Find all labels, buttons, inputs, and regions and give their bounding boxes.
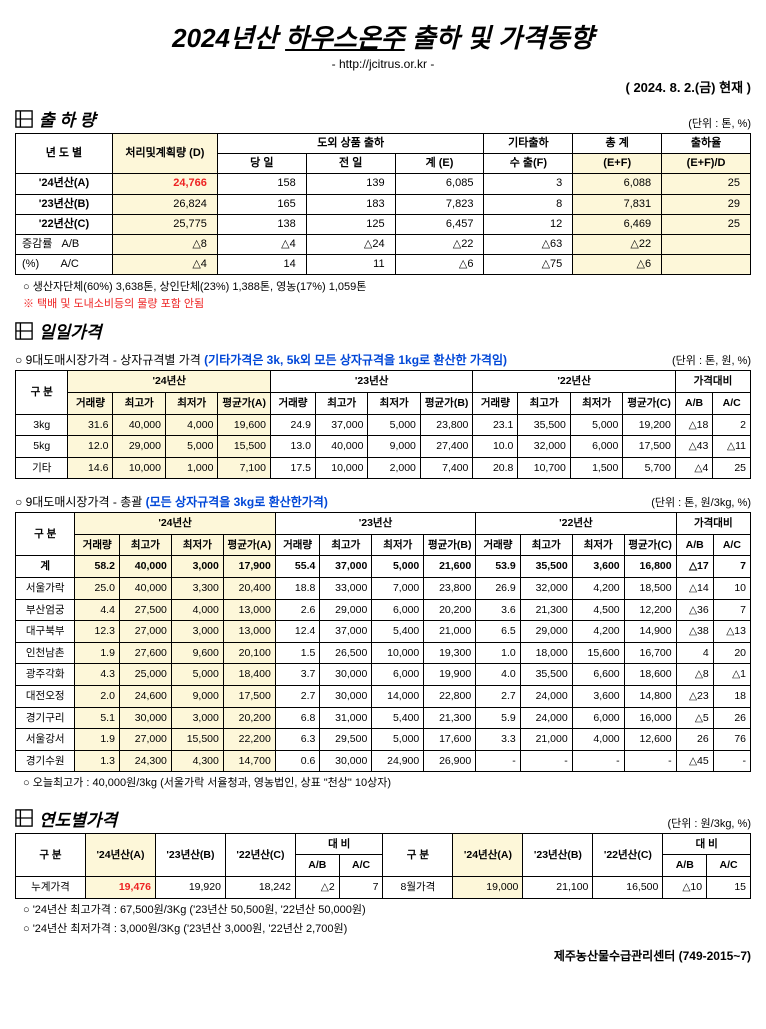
shipment-notes: ○ 생산자단체(60%) 3,638톤, 상인단체(23%) 1,388톤, 영… xyxy=(23,279,751,312)
table-row: 기타14.610,0001,0007,10017.510,0002,0007,4… xyxy=(16,457,751,479)
col-plan: 처리및계획량 (D) xyxy=(112,134,217,174)
col-yest: 전 일 xyxy=(306,154,395,174)
section-shipment-header: 출 하 량 xyxy=(15,106,95,131)
plan-val: 26,824 xyxy=(112,194,217,214)
col-year: 년 도 별 xyxy=(16,134,113,174)
row-label: 기타 xyxy=(16,457,68,479)
col-export: 수 출(F) xyxy=(484,154,573,174)
year-label: '24년산(A) xyxy=(16,174,113,194)
table-row: 경기구리5.130,0003,00020,2006.831,0005,40021… xyxy=(16,707,751,729)
table-row: 대구북부12.327,0003,00013,00012.437,0005,400… xyxy=(16,621,751,643)
row-label: 서울가락 xyxy=(16,578,75,600)
title-post: 출하 및 가격동향 xyxy=(405,23,594,53)
table-row: 서울가락25.040,0003,30020,40018.833,0007,000… xyxy=(16,578,751,600)
col-ef: (E+F) xyxy=(573,154,662,174)
row-label: 광주각화 xyxy=(16,664,75,686)
section-daily-header: 일일가격 xyxy=(15,318,751,343)
table-row: 5kg12.029,0005,00015,50013.040,0009,0002… xyxy=(16,436,751,458)
table-row: 서울강서1.927,00015,50022,2006.329,5005,0001… xyxy=(16,729,751,751)
col-efd: (E+F)/D xyxy=(662,154,751,174)
section-icon xyxy=(15,809,33,827)
row-label: 대구북부 xyxy=(16,621,75,643)
plan-val: 25,775 xyxy=(112,214,217,234)
yearly-table: 구 분 '24년산(A) '23년산(B) '22년산(C) 대 비 구 분 '… xyxy=(15,833,751,899)
delta-row: 증감률 A/B△8△4△24△22△63△22 xyxy=(16,234,751,254)
section-daily-title: 일일가격 xyxy=(39,318,102,343)
as-of-date: ( 2024. 8. 2.(금) 현재 ) xyxy=(15,77,751,96)
col-sume: 계 (E) xyxy=(395,154,484,174)
daily-cap2: ○ 9대도매시장가격 - 총괄 (모든 상자규격을 3kg로 환산한가격) xyxy=(15,493,328,510)
col-shipout: 도외 상품 출하 xyxy=(217,134,484,154)
section-yearly-title: 연도별가격 xyxy=(39,806,117,831)
section-shipment-title: 출 하 량 xyxy=(39,106,95,131)
row-label: 대전오정 xyxy=(16,686,75,708)
row-label: 부산엄궁 xyxy=(16,599,75,621)
page-title: 2024년산 하우스온주 출하 및 가격동향 xyxy=(15,18,751,55)
daily-unit2: (단위 : 톤, 원/3kg, %) xyxy=(651,494,751,510)
yearly-note2: ○ '24년산 최저가격 : 3,000원/3Kg ('23년산 3,000원,… xyxy=(23,922,751,937)
col-rate: 출하율 xyxy=(662,134,751,154)
table-row: 3kg31.640,0004,00019,60024.937,0005,0002… xyxy=(16,414,751,436)
col-other: 기타출하 xyxy=(484,134,573,154)
daily-cap1: ○ 9대도매시장가격 - 상자규격별 가격 (기타가격은 3k, 5k외 모든 … xyxy=(15,351,507,368)
shipment-unit: (단위 : 톤, %) xyxy=(688,115,751,131)
row-label: 3kg xyxy=(16,414,68,436)
row-label: 계 xyxy=(16,556,75,578)
delta-row: (%) A/C△41411△6△75△6 xyxy=(16,255,751,275)
year-label: '23년산(B) xyxy=(16,194,113,214)
year-label: '22년산(C) xyxy=(16,214,113,234)
total-price-table: 구 분 '24년산 '23년산 '22년산 가격대비 거래량최고가최저가평균가(… xyxy=(15,512,751,772)
table-row: 경기수원1.324,3004,30014,7000.630,00024,9002… xyxy=(16,750,751,772)
row-label: 경기수원 xyxy=(16,750,75,772)
yearly-unit: (단위 : 원/3kg, %) xyxy=(667,815,751,831)
table-row: 광주각화4.325,0005,00018,4003.730,0006,00019… xyxy=(16,664,751,686)
shipment-note2: ※ 택배 및 도내소비등의 물량 포함 안됨 xyxy=(23,296,751,313)
row-label: 인천남촌 xyxy=(16,642,75,664)
col-total: 총 계 xyxy=(573,134,662,154)
plan-val: 24,766 xyxy=(112,174,217,194)
table-row: 부산엄궁4.427,5004,00013,0002.629,0006,00020… xyxy=(16,599,751,621)
daily-unit1: (단위 : 톤, 원, %) xyxy=(672,352,751,368)
col-today: 당 일 xyxy=(217,154,306,174)
row-label: 서울강서 xyxy=(16,729,75,751)
table-row: 대전오정2.024,6009,00017,5002.730,00014,0002… xyxy=(16,686,751,708)
row-label: 5kg xyxy=(16,436,68,458)
page-footer: 제주농산물수급관리센터 (749-2015~7) xyxy=(15,947,751,964)
title-emph: 하우스온주 xyxy=(285,23,405,53)
table-row: 계58.240,0003,00017,90055.437,0005,00021,… xyxy=(16,556,751,578)
row-label: 경기구리 xyxy=(16,707,75,729)
shipment-note1: ○ 생산자단체(60%) 3,638톤, 상인단체(23%) 1,388톤, 영… xyxy=(23,279,751,296)
box-price-table: 구 분 '24년산 '23년산 '22년산 가격대비 거래량최고가최저가평균가(… xyxy=(15,370,751,479)
table-row: 인천남촌1.927,6009,60020,1001.526,50010,0001… xyxy=(16,642,751,664)
title-pre: 2024년산 xyxy=(172,23,285,53)
today-high: ○ 오늘최고가 : 40,000원/3kg (서울가락 서율청과, 영농법인, … xyxy=(23,776,751,791)
section-yearly-header: 연도별가격 xyxy=(15,806,117,831)
shipment-table: 년 도 별 처리및계획량 (D) 도외 상품 출하 기타출하 총 계 출하율 당… xyxy=(15,133,751,275)
section-icon xyxy=(15,322,33,340)
subtitle-url: - http://jcitrus.or.kr - xyxy=(15,57,751,71)
yearly-note1: ○ '24년산 최고가격 : 67,500원/3Kg ('23년산 50,500… xyxy=(23,903,751,918)
section-icon xyxy=(15,110,33,128)
